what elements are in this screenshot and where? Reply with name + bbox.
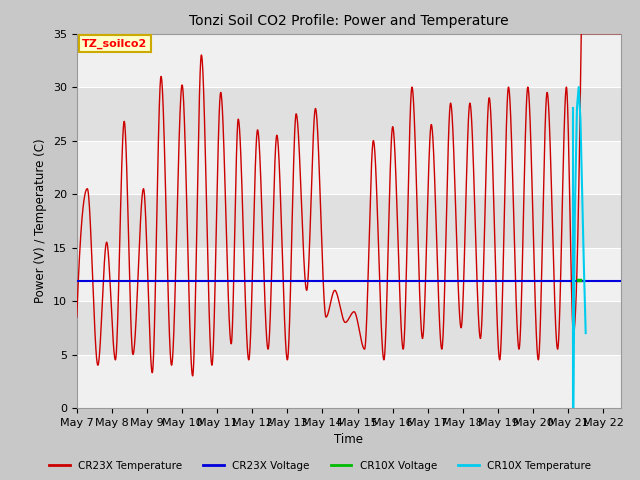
Bar	[77, 355, 621, 408]
Text: TZ_soilco2: TZ_soilco2	[82, 39, 147, 49]
Bar	[77, 301, 621, 355]
X-axis label: Time: Time	[334, 433, 364, 446]
Bar	[77, 194, 621, 248]
Bar	[77, 248, 621, 301]
Legend: CR23X Temperature, CR23X Voltage, CR10X Voltage, CR10X Temperature: CR23X Temperature, CR23X Voltage, CR10X …	[45, 456, 595, 475]
Bar	[77, 87, 621, 141]
Bar	[77, 141, 621, 194]
Bar	[77, 34, 621, 87]
Y-axis label: Power (V) / Temperature (C): Power (V) / Temperature (C)	[35, 139, 47, 303]
Title: Tonzi Soil CO2 Profile: Power and Temperature: Tonzi Soil CO2 Profile: Power and Temper…	[189, 14, 509, 28]
